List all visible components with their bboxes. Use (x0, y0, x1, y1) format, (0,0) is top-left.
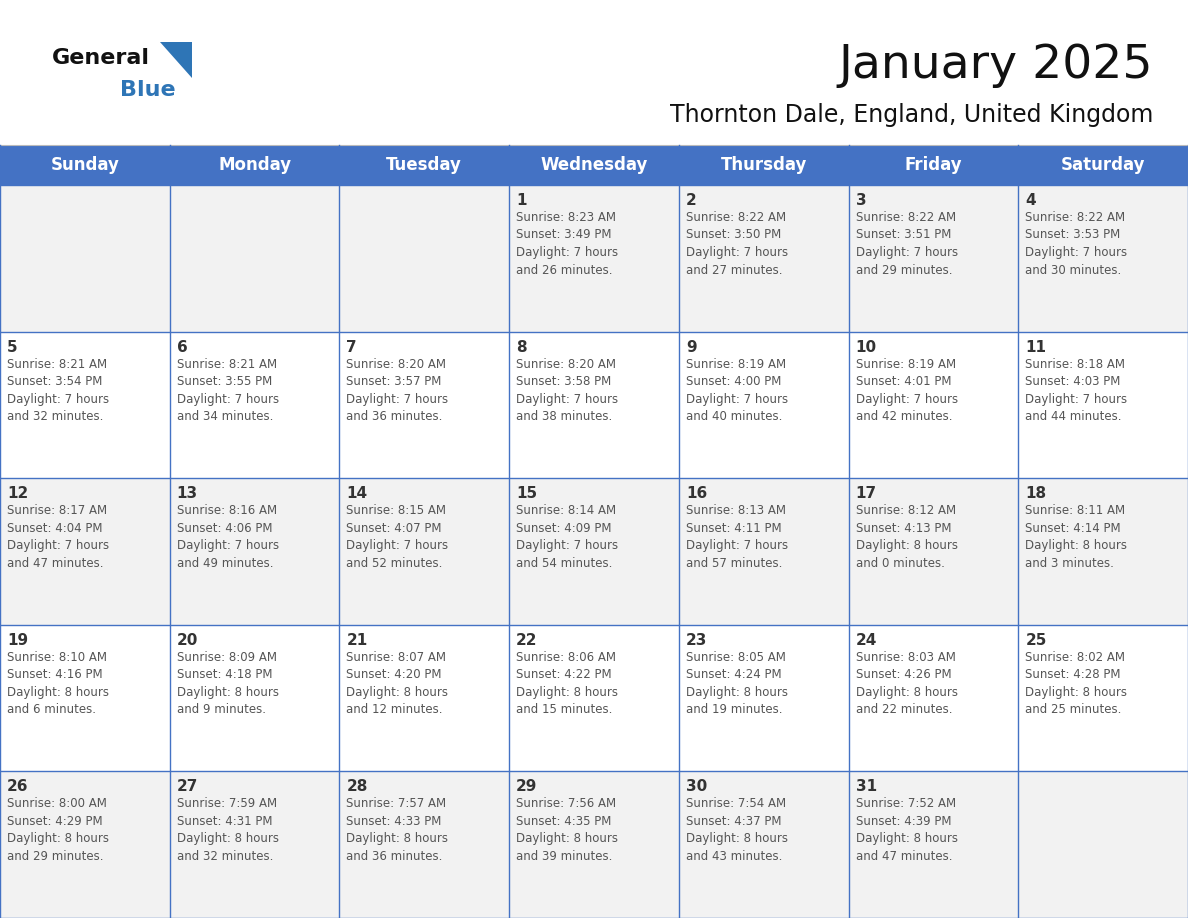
Text: Sunrise: 7:57 AM
Sunset: 4:33 PM
Daylight: 8 hours
and 36 minutes.: Sunrise: 7:57 AM Sunset: 4:33 PM Dayligh… (347, 798, 448, 863)
Text: Sunrise: 8:20 AM
Sunset: 3:58 PM
Daylight: 7 hours
and 38 minutes.: Sunrise: 8:20 AM Sunset: 3:58 PM Dayligh… (516, 358, 618, 423)
Text: Monday: Monday (219, 156, 291, 174)
Text: Friday: Friday (904, 156, 962, 174)
Bar (0, 771, 1188, 918)
Text: 4: 4 (1025, 193, 1036, 208)
Text: Sunrise: 8:10 AM
Sunset: 4:16 PM
Daylight: 8 hours
and 6 minutes.: Sunrise: 8:10 AM Sunset: 4:16 PM Dayligh… (7, 651, 109, 716)
Text: Sunrise: 8:07 AM
Sunset: 4:20 PM
Daylight: 8 hours
and 12 minutes.: Sunrise: 8:07 AM Sunset: 4:20 PM Dayligh… (347, 651, 448, 716)
Text: 12: 12 (7, 487, 29, 501)
Text: 23: 23 (685, 633, 707, 648)
Text: Sunrise: 8:15 AM
Sunset: 4:07 PM
Daylight: 7 hours
and 52 minutes.: Sunrise: 8:15 AM Sunset: 4:07 PM Dayligh… (347, 504, 449, 570)
Text: Sunrise: 7:56 AM
Sunset: 4:35 PM
Daylight: 8 hours
and 39 minutes.: Sunrise: 7:56 AM Sunset: 4:35 PM Dayligh… (516, 798, 618, 863)
Text: 16: 16 (685, 487, 707, 501)
Text: 17: 17 (855, 487, 877, 501)
Bar (0, 185, 1188, 331)
Text: 7: 7 (347, 340, 358, 354)
Text: Sunday: Sunday (50, 156, 119, 174)
Text: 1: 1 (516, 193, 526, 208)
Text: Sunrise: 8:21 AM
Sunset: 3:54 PM
Daylight: 7 hours
and 32 minutes.: Sunrise: 8:21 AM Sunset: 3:54 PM Dayligh… (7, 358, 109, 423)
Text: Sunrise: 8:03 AM
Sunset: 4:26 PM
Daylight: 8 hours
and 22 minutes.: Sunrise: 8:03 AM Sunset: 4:26 PM Dayligh… (855, 651, 958, 716)
Text: 18: 18 (1025, 487, 1047, 501)
Text: Saturday: Saturday (1061, 156, 1145, 174)
Text: 27: 27 (177, 779, 198, 794)
Text: Sunrise: 8:22 AM
Sunset: 3:50 PM
Daylight: 7 hours
and 27 minutes.: Sunrise: 8:22 AM Sunset: 3:50 PM Dayligh… (685, 211, 788, 276)
Text: Thornton Dale, England, United Kingdom: Thornton Dale, England, United Kingdom (670, 103, 1154, 127)
Text: 29: 29 (516, 779, 537, 794)
Text: 28: 28 (347, 779, 368, 794)
Text: Sunrise: 7:52 AM
Sunset: 4:39 PM
Daylight: 8 hours
and 47 minutes.: Sunrise: 7:52 AM Sunset: 4:39 PM Dayligh… (855, 798, 958, 863)
Text: Sunrise: 7:54 AM
Sunset: 4:37 PM
Daylight: 8 hours
and 43 minutes.: Sunrise: 7:54 AM Sunset: 4:37 PM Dayligh… (685, 798, 788, 863)
Text: 20: 20 (177, 633, 198, 648)
Text: 2: 2 (685, 193, 696, 208)
Text: Sunrise: 8:19 AM
Sunset: 4:00 PM
Daylight: 7 hours
and 40 minutes.: Sunrise: 8:19 AM Sunset: 4:00 PM Dayligh… (685, 358, 788, 423)
Text: Sunrise: 8:16 AM
Sunset: 4:06 PM
Daylight: 7 hours
and 49 minutes.: Sunrise: 8:16 AM Sunset: 4:06 PM Dayligh… (177, 504, 279, 570)
Text: Wednesday: Wednesday (541, 156, 647, 174)
Polygon shape (160, 42, 192, 78)
Text: 19: 19 (7, 633, 29, 648)
Text: Sunrise: 8:02 AM
Sunset: 4:28 PM
Daylight: 8 hours
and 25 minutes.: Sunrise: 8:02 AM Sunset: 4:28 PM Dayligh… (1025, 651, 1127, 716)
Text: General: General (52, 48, 150, 68)
Text: Sunrise: 8:17 AM
Sunset: 4:04 PM
Daylight: 7 hours
and 47 minutes.: Sunrise: 8:17 AM Sunset: 4:04 PM Dayligh… (7, 504, 109, 570)
Text: Sunrise: 8:23 AM
Sunset: 3:49 PM
Daylight: 7 hours
and 26 minutes.: Sunrise: 8:23 AM Sunset: 3:49 PM Dayligh… (516, 211, 618, 276)
Text: 8: 8 (516, 340, 526, 354)
Text: January 2025: January 2025 (839, 42, 1154, 87)
Text: Sunrise: 7:59 AM
Sunset: 4:31 PM
Daylight: 8 hours
and 32 minutes.: Sunrise: 7:59 AM Sunset: 4:31 PM Dayligh… (177, 798, 279, 863)
Text: Sunrise: 8:14 AM
Sunset: 4:09 PM
Daylight: 7 hours
and 54 minutes.: Sunrise: 8:14 AM Sunset: 4:09 PM Dayligh… (516, 504, 618, 570)
Text: Sunrise: 8:06 AM
Sunset: 4:22 PM
Daylight: 8 hours
and 15 minutes.: Sunrise: 8:06 AM Sunset: 4:22 PM Dayligh… (516, 651, 618, 716)
Text: 31: 31 (855, 779, 877, 794)
Text: Sunrise: 8:11 AM
Sunset: 4:14 PM
Daylight: 8 hours
and 3 minutes.: Sunrise: 8:11 AM Sunset: 4:14 PM Dayligh… (1025, 504, 1127, 570)
Text: 15: 15 (516, 487, 537, 501)
Text: Sunrise: 8:21 AM
Sunset: 3:55 PM
Daylight: 7 hours
and 34 minutes.: Sunrise: 8:21 AM Sunset: 3:55 PM Dayligh… (177, 358, 279, 423)
Text: Sunrise: 8:19 AM
Sunset: 4:01 PM
Daylight: 7 hours
and 42 minutes.: Sunrise: 8:19 AM Sunset: 4:01 PM Dayligh… (855, 358, 958, 423)
Text: Tuesday: Tuesday (386, 156, 462, 174)
Text: Sunrise: 8:12 AM
Sunset: 4:13 PM
Daylight: 8 hours
and 0 minutes.: Sunrise: 8:12 AM Sunset: 4:13 PM Dayligh… (855, 504, 958, 570)
Text: 10: 10 (855, 340, 877, 354)
Text: 25: 25 (1025, 633, 1047, 648)
Text: Sunrise: 8:22 AM
Sunset: 3:53 PM
Daylight: 7 hours
and 30 minutes.: Sunrise: 8:22 AM Sunset: 3:53 PM Dayligh… (1025, 211, 1127, 276)
Text: Sunrise: 8:20 AM
Sunset: 3:57 PM
Daylight: 7 hours
and 36 minutes.: Sunrise: 8:20 AM Sunset: 3:57 PM Dayligh… (347, 358, 449, 423)
Bar (0, 478, 1188, 625)
Text: 24: 24 (855, 633, 877, 648)
Text: 22: 22 (516, 633, 538, 648)
Text: 5: 5 (7, 340, 18, 354)
Text: Blue: Blue (120, 80, 176, 100)
Text: 14: 14 (347, 487, 367, 501)
Bar (0, 145, 1188, 185)
Text: 6: 6 (177, 340, 188, 354)
Text: Thursday: Thursday (721, 156, 807, 174)
Text: Sunrise: 8:22 AM
Sunset: 3:51 PM
Daylight: 7 hours
and 29 minutes.: Sunrise: 8:22 AM Sunset: 3:51 PM Dayligh… (855, 211, 958, 276)
Text: 21: 21 (347, 633, 367, 648)
Text: Sunrise: 8:09 AM
Sunset: 4:18 PM
Daylight: 8 hours
and 9 minutes.: Sunrise: 8:09 AM Sunset: 4:18 PM Dayligh… (177, 651, 279, 716)
Text: Sunrise: 8:05 AM
Sunset: 4:24 PM
Daylight: 8 hours
and 19 minutes.: Sunrise: 8:05 AM Sunset: 4:24 PM Dayligh… (685, 651, 788, 716)
Text: Sunrise: 8:00 AM
Sunset: 4:29 PM
Daylight: 8 hours
and 29 minutes.: Sunrise: 8:00 AM Sunset: 4:29 PM Dayligh… (7, 798, 109, 863)
Text: 11: 11 (1025, 340, 1047, 354)
Text: 30: 30 (685, 779, 707, 794)
Bar (0, 331, 1188, 478)
Text: Sunrise: 8:13 AM
Sunset: 4:11 PM
Daylight: 7 hours
and 57 minutes.: Sunrise: 8:13 AM Sunset: 4:11 PM Dayligh… (685, 504, 788, 570)
Text: 3: 3 (855, 193, 866, 208)
Text: 26: 26 (7, 779, 29, 794)
Text: 13: 13 (177, 487, 198, 501)
Text: Sunrise: 8:18 AM
Sunset: 4:03 PM
Daylight: 7 hours
and 44 minutes.: Sunrise: 8:18 AM Sunset: 4:03 PM Dayligh… (1025, 358, 1127, 423)
Bar (0, 625, 1188, 771)
Text: 9: 9 (685, 340, 696, 354)
